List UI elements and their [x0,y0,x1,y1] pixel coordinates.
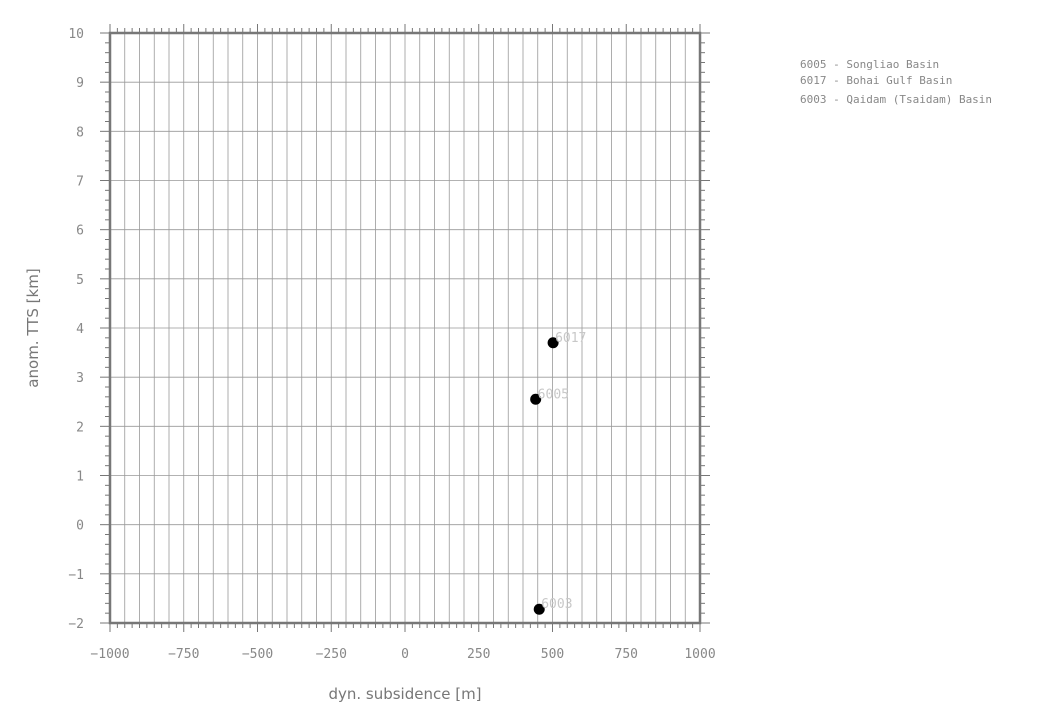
y-tick-label: 6 [76,224,84,239]
y-tick-label: 7 [76,175,84,190]
x-axis-title: dyn. subsidence [m] [328,685,481,703]
y-tick-label: 9 [76,76,84,91]
y-tick-label: 3 [76,371,84,386]
data-points: 6017 6005 6003 [530,331,586,615]
grid-lines [109,32,701,624]
data-point [533,603,545,615]
x-tick-label: −250 [316,647,347,662]
x-tick-label: 250 [467,647,490,662]
x-tick-label: −750 [168,647,199,662]
data-point-label: 6005 [538,387,569,402]
data-point-label: 6017 [555,331,586,346]
y-tick-label: 4 [76,322,84,337]
y-tick-labels: −2 −1 0 1 2 3 4 5 6 7 8 9 10 [68,27,84,632]
x-tick-labels: −1000 −750 −500 −250 0 250 500 750 1000 [90,647,715,662]
y-tick-label: 5 [76,273,84,288]
legend-entry: 6017 - Bohai Gulf Basin [800,74,952,87]
legend-entry: 6003 - Qaidam (Tsaidam) Basin [800,93,992,106]
y-tick-label: −1 [68,568,84,583]
y-tick-label: 2 [76,420,84,435]
y-tick-label: 10 [68,27,84,42]
x-tick-label: −1000 [90,647,129,662]
y-tick-label: −2 [68,617,84,632]
legend-entry: 6005 - Songliao Basin [800,58,939,71]
x-tick-label: 0 [401,647,409,662]
y-axis-title: anom. TTS [km] [24,268,42,387]
data-point [547,337,559,349]
x-tick-label: −500 [242,647,273,662]
data-point-label: 6003 [541,597,572,612]
x-tick-label: 1000 [684,647,715,662]
x-tick-label: 750 [615,647,638,662]
data-point [530,393,542,405]
plot-frame [108,31,702,625]
x-tick-label: 500 [541,647,564,662]
y-tick-label: 1 [76,470,84,485]
legend: 6005 - Songliao Basin 6017 - Bohai Gulf B… [800,58,992,106]
y-tick-label: 8 [76,125,84,140]
y-tick-label: 0 [76,519,84,534]
